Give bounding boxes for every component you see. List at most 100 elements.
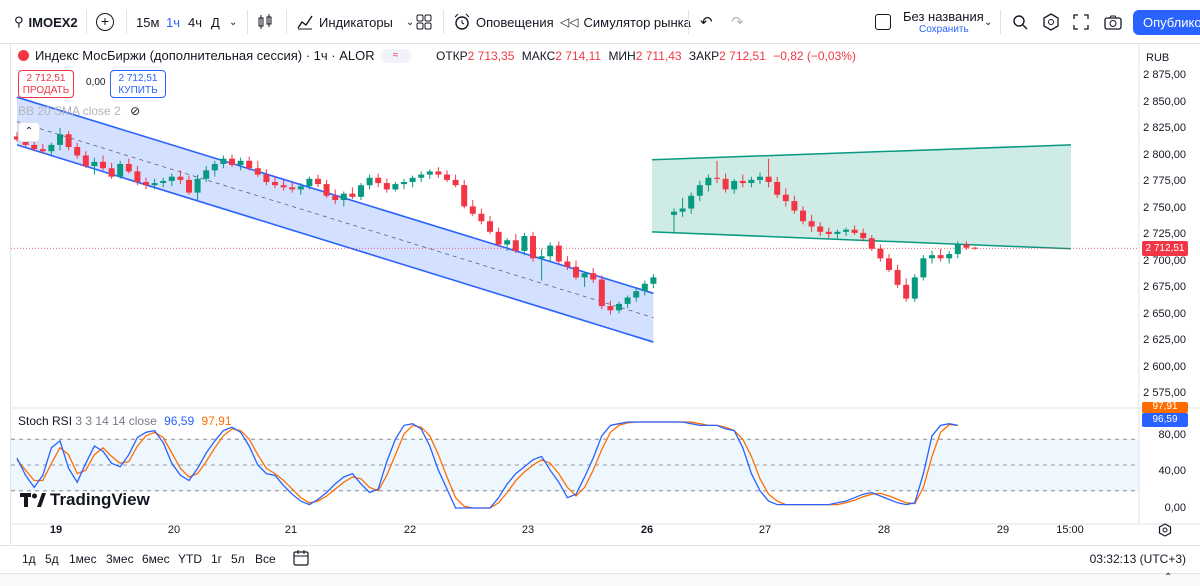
- layout-dropdown[interactable]: ⌄: [984, 0, 992, 44]
- range-button[interactable]: Все: [255, 552, 276, 566]
- alerts-button[interactable]: Оповещения: [453, 0, 554, 44]
- symbol-search[interactable]: ⚲ IMOEX2: [14, 0, 78, 44]
- ohlc-values: ОТКР2 713,35 МАКС2 714,11 МИН2 711,43 ЗА…: [436, 49, 856, 63]
- candle-body: [65, 134, 72, 148]
- grid-icon: [416, 14, 432, 30]
- snapshot-button[interactable]: [1104, 0, 1122, 44]
- candle-body: [714, 177, 720, 179]
- chart-canvas[interactable]: [11, 44, 1200, 545]
- settings-button[interactable]: [1042, 0, 1060, 44]
- undo-button[interactable]: ↶: [700, 0, 713, 44]
- gear-icon: [1043, 13, 1059, 31]
- timeframe-4h[interactable]: 4ч: [188, 14, 203, 30]
- range-button[interactable]: 5д: [45, 552, 59, 566]
- alarm-clock-icon: [454, 13, 470, 30]
- open-value: 2 713,35: [467, 49, 515, 63]
- timeframe-dropdown[interactable]: ⌄: [229, 0, 237, 44]
- fullscreen-icon: [1073, 14, 1089, 30]
- chart-type-button[interactable]: [256, 0, 274, 44]
- candle-body: [512, 240, 519, 251]
- range-button[interactable]: YTD: [178, 552, 202, 566]
- regression-channel-fill: [17, 97, 654, 343]
- replay-button[interactable]: ◁◁ Симулятор рынка: [560, 14, 691, 30]
- timeframe-d[interactable]: Д: [211, 14, 220, 30]
- candle-body: [194, 178, 201, 193]
- chart-pane[interactable]: [10, 44, 1200, 545]
- candle-body: [722, 178, 729, 190]
- bottom-panel-strip: ⌃: [0, 572, 1200, 586]
- time-axis-label: 20: [167, 524, 181, 536]
- candle-body: [74, 147, 81, 156]
- currency-label[interactable]: RUB: [1146, 52, 1170, 64]
- low-value: 2 711,43: [635, 49, 682, 63]
- search-icon: ⚲: [14, 14, 24, 29]
- save-link[interactable]: Сохранить: [919, 24, 969, 35]
- camera-icon: [1104, 15, 1122, 30]
- stoch-axis-label: 40,00: [1158, 465, 1186, 477]
- indicators-button[interactable]: Индикаторы ⌄: [296, 0, 414, 44]
- redo-button[interactable]: ↷: [731, 0, 744, 44]
- candle-body: [263, 174, 270, 182]
- main-legend: Индекс МосБиржи (дополнительная сессия) …: [18, 48, 411, 63]
- price-axis-label: 2 725,00: [1143, 228, 1186, 240]
- spread-value: 0,00: [86, 77, 106, 88]
- candle-body: [817, 226, 824, 232]
- range-button[interactable]: 1мес: [69, 552, 97, 566]
- range-button[interactable]: 1д: [22, 552, 36, 566]
- candle-body: [894, 269, 901, 285]
- layout-name[interactable]: Без названия Сохранить: [903, 0, 984, 44]
- candle-body: [757, 176, 763, 180]
- templates-button[interactable]: [416, 0, 432, 44]
- sell-button[interactable]: 2 712,51 ПРОДАТЬ: [18, 70, 74, 98]
- candle-body: [590, 273, 597, 280]
- stoch-k-value: 96,59: [164, 414, 195, 428]
- chevron-up-icon[interactable]: ⌃: [1164, 572, 1173, 583]
- candle-body: [886, 258, 892, 270]
- tradingview-logo[interactable]: TradingView: [20, 490, 150, 510]
- goto-date-button[interactable]: [292, 549, 310, 570]
- top-toolbar: ⚲ IMOEX2 + 15м 1ч 4ч Д ⌄ Индикаторы ⌄ Оп…: [0, 0, 1200, 44]
- publish-button[interactable]: Опубликовать: [1133, 10, 1200, 35]
- range-button[interactable]: 6мес: [142, 552, 170, 566]
- candle-body: [765, 176, 772, 182]
- candle-body: [860, 232, 867, 239]
- fullscreen-button[interactable]: [1073, 0, 1089, 44]
- layout-checkbox[interactable]: [875, 0, 891, 44]
- price-axis-label: 2 850,00: [1143, 95, 1186, 108]
- candle-body: [739, 180, 746, 184]
- bb-indicator-label[interactable]: BB 20 SMA close 2 ⊘: [18, 104, 141, 118]
- timeframe-15m[interactable]: 15м: [136, 14, 160, 30]
- clock-timezone[interactable]: 03:32:13 (UTC+3): [1089, 552, 1186, 566]
- candle-body: [748, 179, 755, 184]
- candle-body: [530, 236, 536, 259]
- candle-body: [280, 185, 287, 188]
- buy-button[interactable]: 2 712,51 КУПИТЬ: [110, 70, 166, 98]
- candle-body: [731, 180, 738, 190]
- stoch-d-tag: 97,91: [1142, 402, 1188, 413]
- candle-body: [679, 208, 686, 212]
- candle-body: [418, 174, 425, 178]
- candle-body: [641, 283, 648, 292]
- candle-body: [843, 229, 849, 232]
- compare-toggle[interactable]: ≈: [380, 48, 411, 63]
- quick-search-button[interactable]: [1011, 0, 1029, 44]
- chevron-down-icon: ⌄: [405, 16, 415, 28]
- timeframe-1h[interactable]: 1ч: [166, 14, 181, 30]
- candle-body: [671, 211, 677, 215]
- candle-body: [237, 160, 244, 166]
- range-button[interactable]: 5л: [231, 552, 245, 566]
- candle-body: [306, 178, 313, 187]
- range-button[interactable]: 1г: [211, 552, 223, 566]
- candle-body: [963, 244, 970, 248]
- candle-body: [125, 163, 132, 172]
- collapse-legend-button[interactable]: ⌃: [18, 122, 40, 142]
- stoch-axis-label: 0,00: [1164, 502, 1186, 514]
- range-button[interactable]: 3мес: [106, 552, 134, 566]
- eye-hidden-icon[interactable]: ⊘: [130, 104, 141, 118]
- candle-body: [650, 277, 657, 284]
- compare-button[interactable]: +: [96, 0, 114, 44]
- redo-icon: ↷: [731, 14, 744, 31]
- axis-settings-button[interactable]: [1158, 523, 1172, 542]
- candle-body: [920, 258, 927, 278]
- gear-icon: [1158, 523, 1172, 537]
